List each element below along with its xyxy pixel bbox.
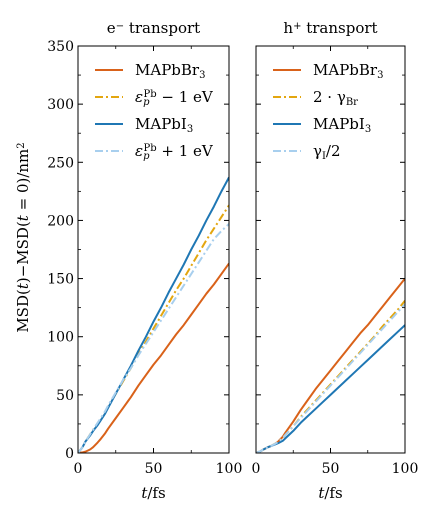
x-tick-label: 0: [74, 461, 83, 477]
legend-label: MAPbI3: [135, 115, 193, 135]
y-tick-label: 50: [56, 388, 74, 404]
y-axis-label: MSD(t)−MSD(t = 0)/nm2: [14, 142, 32, 332]
legend-label: εpPb + 1 eV: [135, 142, 214, 162]
x-tick-label: 50: [145, 461, 163, 477]
x-tick-label: 100: [392, 461, 419, 477]
legend-label: εpPb − 1 eV: [135, 88, 214, 108]
legend-label: MAPbI3: [313, 115, 371, 135]
series-line-3: [256, 324, 405, 453]
x-axis-label: t/fs: [318, 484, 342, 502]
y-tick-label: 300: [47, 97, 74, 113]
legend-label: MAPbBr3: [135, 61, 205, 81]
legend-label: MAPbBr3: [313, 61, 383, 81]
panel-e-transport: e− transport 0 50 100 150 200 250 300 350 0 50 100 t…: [14, 19, 242, 502]
y-tick-label: 250: [47, 155, 74, 171]
y-tick-label: 100: [47, 330, 74, 346]
panel-title: h+ transport: [283, 19, 377, 37]
legend-label: 2 · γBr: [313, 88, 358, 108]
x-tick-label: 50: [322, 461, 340, 477]
series-line-4: [256, 303, 405, 453]
series-line-2: [78, 204, 229, 453]
legend-label: γI/2: [313, 142, 341, 162]
series-line-2: [256, 300, 405, 453]
y-tick-label: 0: [65, 446, 74, 462]
x-axis-label: t/fs: [141, 484, 165, 502]
axes-frame: [255, 45, 406, 454]
y-tick-label: 200: [47, 213, 74, 229]
panel-title: e− transport: [107, 19, 200, 37]
series-line-4: [78, 223, 229, 453]
panel-h-transport: h+ transport 0 50 100 t/fs MAPbBr3 2 · γBr MAPb…: [252, 19, 419, 502]
y-tick-label: 150: [47, 272, 74, 288]
series-line-3: [78, 176, 229, 453]
series-line-1: [256, 277, 405, 453]
series-line-1: [78, 262, 229, 453]
y-tick-label: 350: [47, 39, 74, 55]
x-tick-label: 100: [216, 461, 243, 477]
x-tick-label: 0: [252, 461, 261, 477]
